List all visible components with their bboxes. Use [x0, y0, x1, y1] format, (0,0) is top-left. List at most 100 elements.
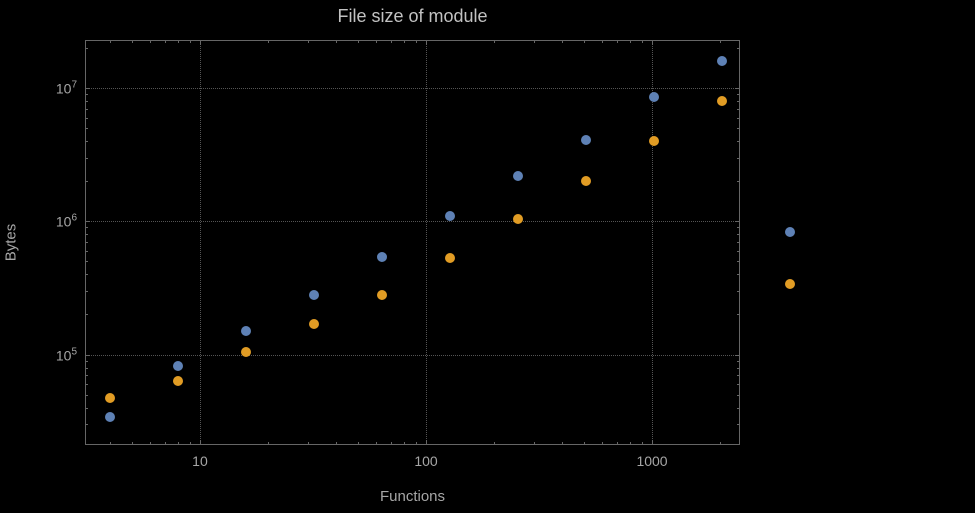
tick-mark	[652, 40, 654, 45]
tick-mark	[494, 40, 496, 43]
tick-mark	[737, 394, 740, 396]
data-point-series-blue	[513, 170, 524, 181]
tick-mark	[85, 141, 88, 143]
tick-mark	[737, 157, 740, 159]
data-point-series-blue	[445, 210, 456, 221]
data-point-series-blue	[649, 92, 660, 103]
tick-mark	[737, 128, 740, 130]
tick-mark	[85, 241, 88, 243]
tick-mark	[85, 87, 90, 89]
tick-mark	[737, 375, 740, 377]
tick-mark	[85, 424, 88, 426]
tick-mark	[85, 261, 88, 263]
tick-mark	[357, 40, 359, 43]
tick-mark	[601, 40, 603, 43]
tick-mark	[735, 221, 740, 223]
data-point-series-orange	[309, 318, 320, 329]
tick-mark	[737, 291, 740, 293]
data-point-series-blue	[377, 251, 388, 262]
tick-mark	[415, 442, 417, 445]
tick-mark	[737, 314, 740, 316]
data-point-series-blue	[241, 326, 252, 337]
data-point-series-blue	[785, 227, 796, 238]
tick-mark	[164, 40, 166, 43]
tick-mark	[336, 40, 338, 43]
tick-mark	[85, 157, 88, 159]
tick-mark	[268, 40, 269, 43]
tick-mark	[199, 40, 201, 45]
tick-mark	[307, 40, 309, 43]
tick-mark	[85, 291, 88, 293]
y-tick-label: 105	[55, 346, 77, 363]
tick-mark	[641, 40, 643, 43]
tick-mark	[737, 234, 740, 236]
data-point-series-orange	[581, 176, 592, 187]
gridline-y	[85, 87, 740, 89]
gridline-x	[426, 40, 427, 445]
data-point-series-blue	[581, 134, 592, 145]
chart-title: File size of module	[337, 6, 488, 26]
x-axis-label: Functions	[379, 488, 446, 505]
data-point-series-orange	[377, 290, 388, 300]
tick-mark	[562, 442, 564, 445]
data-point-series-orange	[445, 253, 456, 264]
tick-mark	[494, 442, 496, 445]
tick-mark	[390, 40, 392, 43]
tick-mark	[737, 360, 740, 362]
tick-mark	[426, 40, 427, 45]
tick-mark	[737, 274, 740, 276]
tick-mark	[307, 442, 309, 445]
tick-mark	[404, 40, 406, 43]
x-tick-label: 100	[414, 453, 438, 469]
plot-frame	[85, 40, 740, 445]
data-point-series-orange	[717, 95, 728, 106]
data-point-series-orange	[649, 136, 660, 147]
tick-mark	[737, 94, 740, 96]
x-tick-label: 1000	[636, 453, 668, 469]
tick-mark	[178, 40, 180, 43]
tick-mark	[737, 117, 740, 119]
tick-mark	[189, 442, 191, 445]
tick-mark	[85, 394, 88, 396]
tick-mark	[737, 367, 740, 369]
tick-mark	[404, 442, 406, 445]
tick-mark	[131, 442, 133, 445]
tick-mark	[720, 40, 722, 43]
tick-mark	[737, 141, 740, 143]
tick-mark	[737, 47, 740, 49]
tick-mark	[85, 354, 90, 356]
gridline-x	[199, 40, 201, 445]
tick-mark	[110, 442, 112, 445]
tick-mark	[85, 407, 88, 409]
tick-mark	[737, 407, 740, 409]
tick-mark	[110, 40, 112, 43]
y-axis-label: Bytes	[2, 223, 20, 262]
data-point-series-orange	[513, 214, 524, 225]
tick-mark	[737, 181, 740, 183]
tick-mark	[617, 442, 619, 445]
tick-mark	[85, 227, 88, 229]
tick-mark	[131, 40, 133, 43]
data-point-series-orange	[173, 376, 184, 387]
tick-mark	[85, 384, 88, 386]
tick-mark	[85, 274, 88, 276]
tick-mark	[562, 40, 564, 43]
tick-mark	[737, 108, 740, 110]
tick-mark	[85, 367, 88, 369]
tick-mark	[390, 442, 392, 445]
tick-mark	[336, 442, 338, 445]
data-point-series-orange	[105, 393, 116, 404]
tick-mark	[601, 442, 603, 445]
tick-mark	[735, 354, 740, 356]
tick-mark	[652, 440, 654, 445]
tick-mark	[375, 442, 377, 445]
tick-mark	[85, 375, 88, 377]
tick-mark	[737, 261, 740, 263]
tick-mark	[641, 442, 643, 445]
tick-mark	[85, 234, 88, 236]
tick-mark	[737, 241, 740, 243]
tick-mark	[189, 40, 191, 43]
tick-mark	[426, 440, 427, 445]
data-point-series-orange	[785, 278, 796, 289]
tick-mark	[737, 100, 740, 102]
